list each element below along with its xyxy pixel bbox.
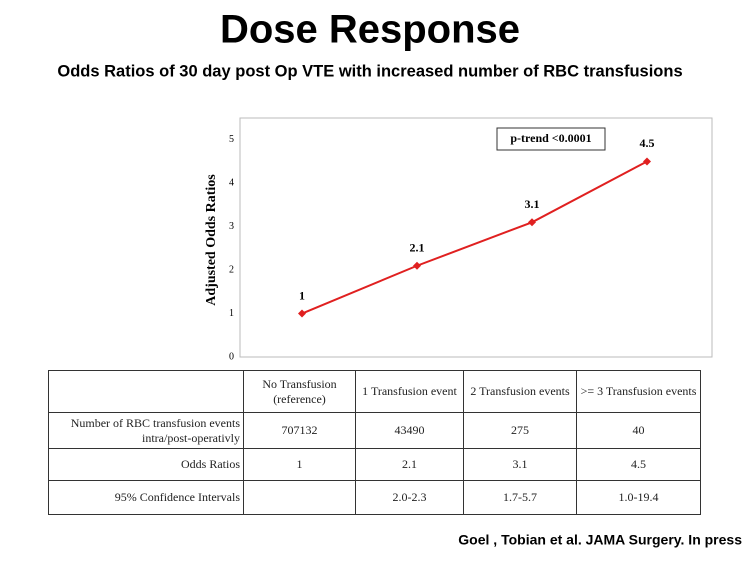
table-cell: 1 Transfusion event [355, 370, 464, 413]
table-cell [48, 370, 244, 413]
annotation-box [496, 127, 606, 151]
table-cell: 4.5 [576, 448, 701, 481]
table-row: Odds Ratios 1 2.1 3.1 4.5 [48, 448, 701, 481]
data-label: 1 [299, 288, 305, 302]
table-cell: 275 [463, 412, 577, 449]
data-label: 2.1 [410, 240, 425, 254]
y-tick-label: 3 [229, 221, 234, 232]
table-cell: Odds Ratios [48, 448, 244, 481]
marker [413, 261, 421, 270]
table-cell: Number of RBC transfusion events intra/p… [48, 412, 244, 449]
marker [643, 157, 651, 166]
y-tick-label: 0 [229, 351, 234, 362]
table-row: 95% Confidence Intervals 2.0-2.3 1.7-5.7 1.… [48, 480, 701, 515]
table-cell: 2.0-2.3 [355, 480, 464, 515]
line [301, 160, 648, 315]
y-axis-label: Adjusted Odds Ratios [204, 174, 219, 306]
data-table: No Transfusion (reference) 1 Transfusion … [48, 370, 701, 515]
y-tick-label: 5 [229, 134, 234, 145]
marker [528, 218, 536, 227]
table-cell: No Transfusion (reference) [243, 370, 356, 413]
plot-frame [239, 117, 713, 358]
data-label: 3.1 [525, 197, 540, 211]
chart-title: Dose Response [220, 8, 520, 52]
y-tick-label: 2 [229, 264, 234, 275]
table-cell: 40 [576, 412, 701, 449]
table-cell: 707132 [243, 412, 356, 449]
table-row: Number of RBC transfusion events intra/p… [48, 412, 701, 449]
marker [298, 309, 306, 318]
table-row: No Transfusion (reference) 1 Transfusion … [48, 370, 701, 413]
table-cell: 95% Confidence Intervals [48, 480, 244, 515]
annotation: p-trend <0.0001 [510, 131, 591, 145]
table-cell: 1 [243, 448, 356, 481]
y-tick-label: 1 [229, 308, 234, 319]
table-cell: 43490 [355, 412, 464, 449]
table-cell: 3.1 [463, 448, 577, 481]
source: Goel , Tobian et al. JAMA Surgery. In pr… [458, 532, 742, 548]
data-label: 4.5 [640, 136, 655, 150]
table-cell [243, 480, 356, 515]
table-cell: 2 Transfusion events [463, 370, 577, 413]
table-cell: >= 3 Transfusion events [576, 370, 701, 413]
table-cell: 1.7-5.7 [463, 480, 577, 515]
table-cell: 1.0-19.4 [576, 480, 701, 515]
y-tick-label: 4 [229, 177, 234, 188]
table-cell: 2.1 [355, 448, 464, 481]
chart-subtitle: Odds Ratios of 30 day post Op VTE with i… [57, 62, 682, 80]
